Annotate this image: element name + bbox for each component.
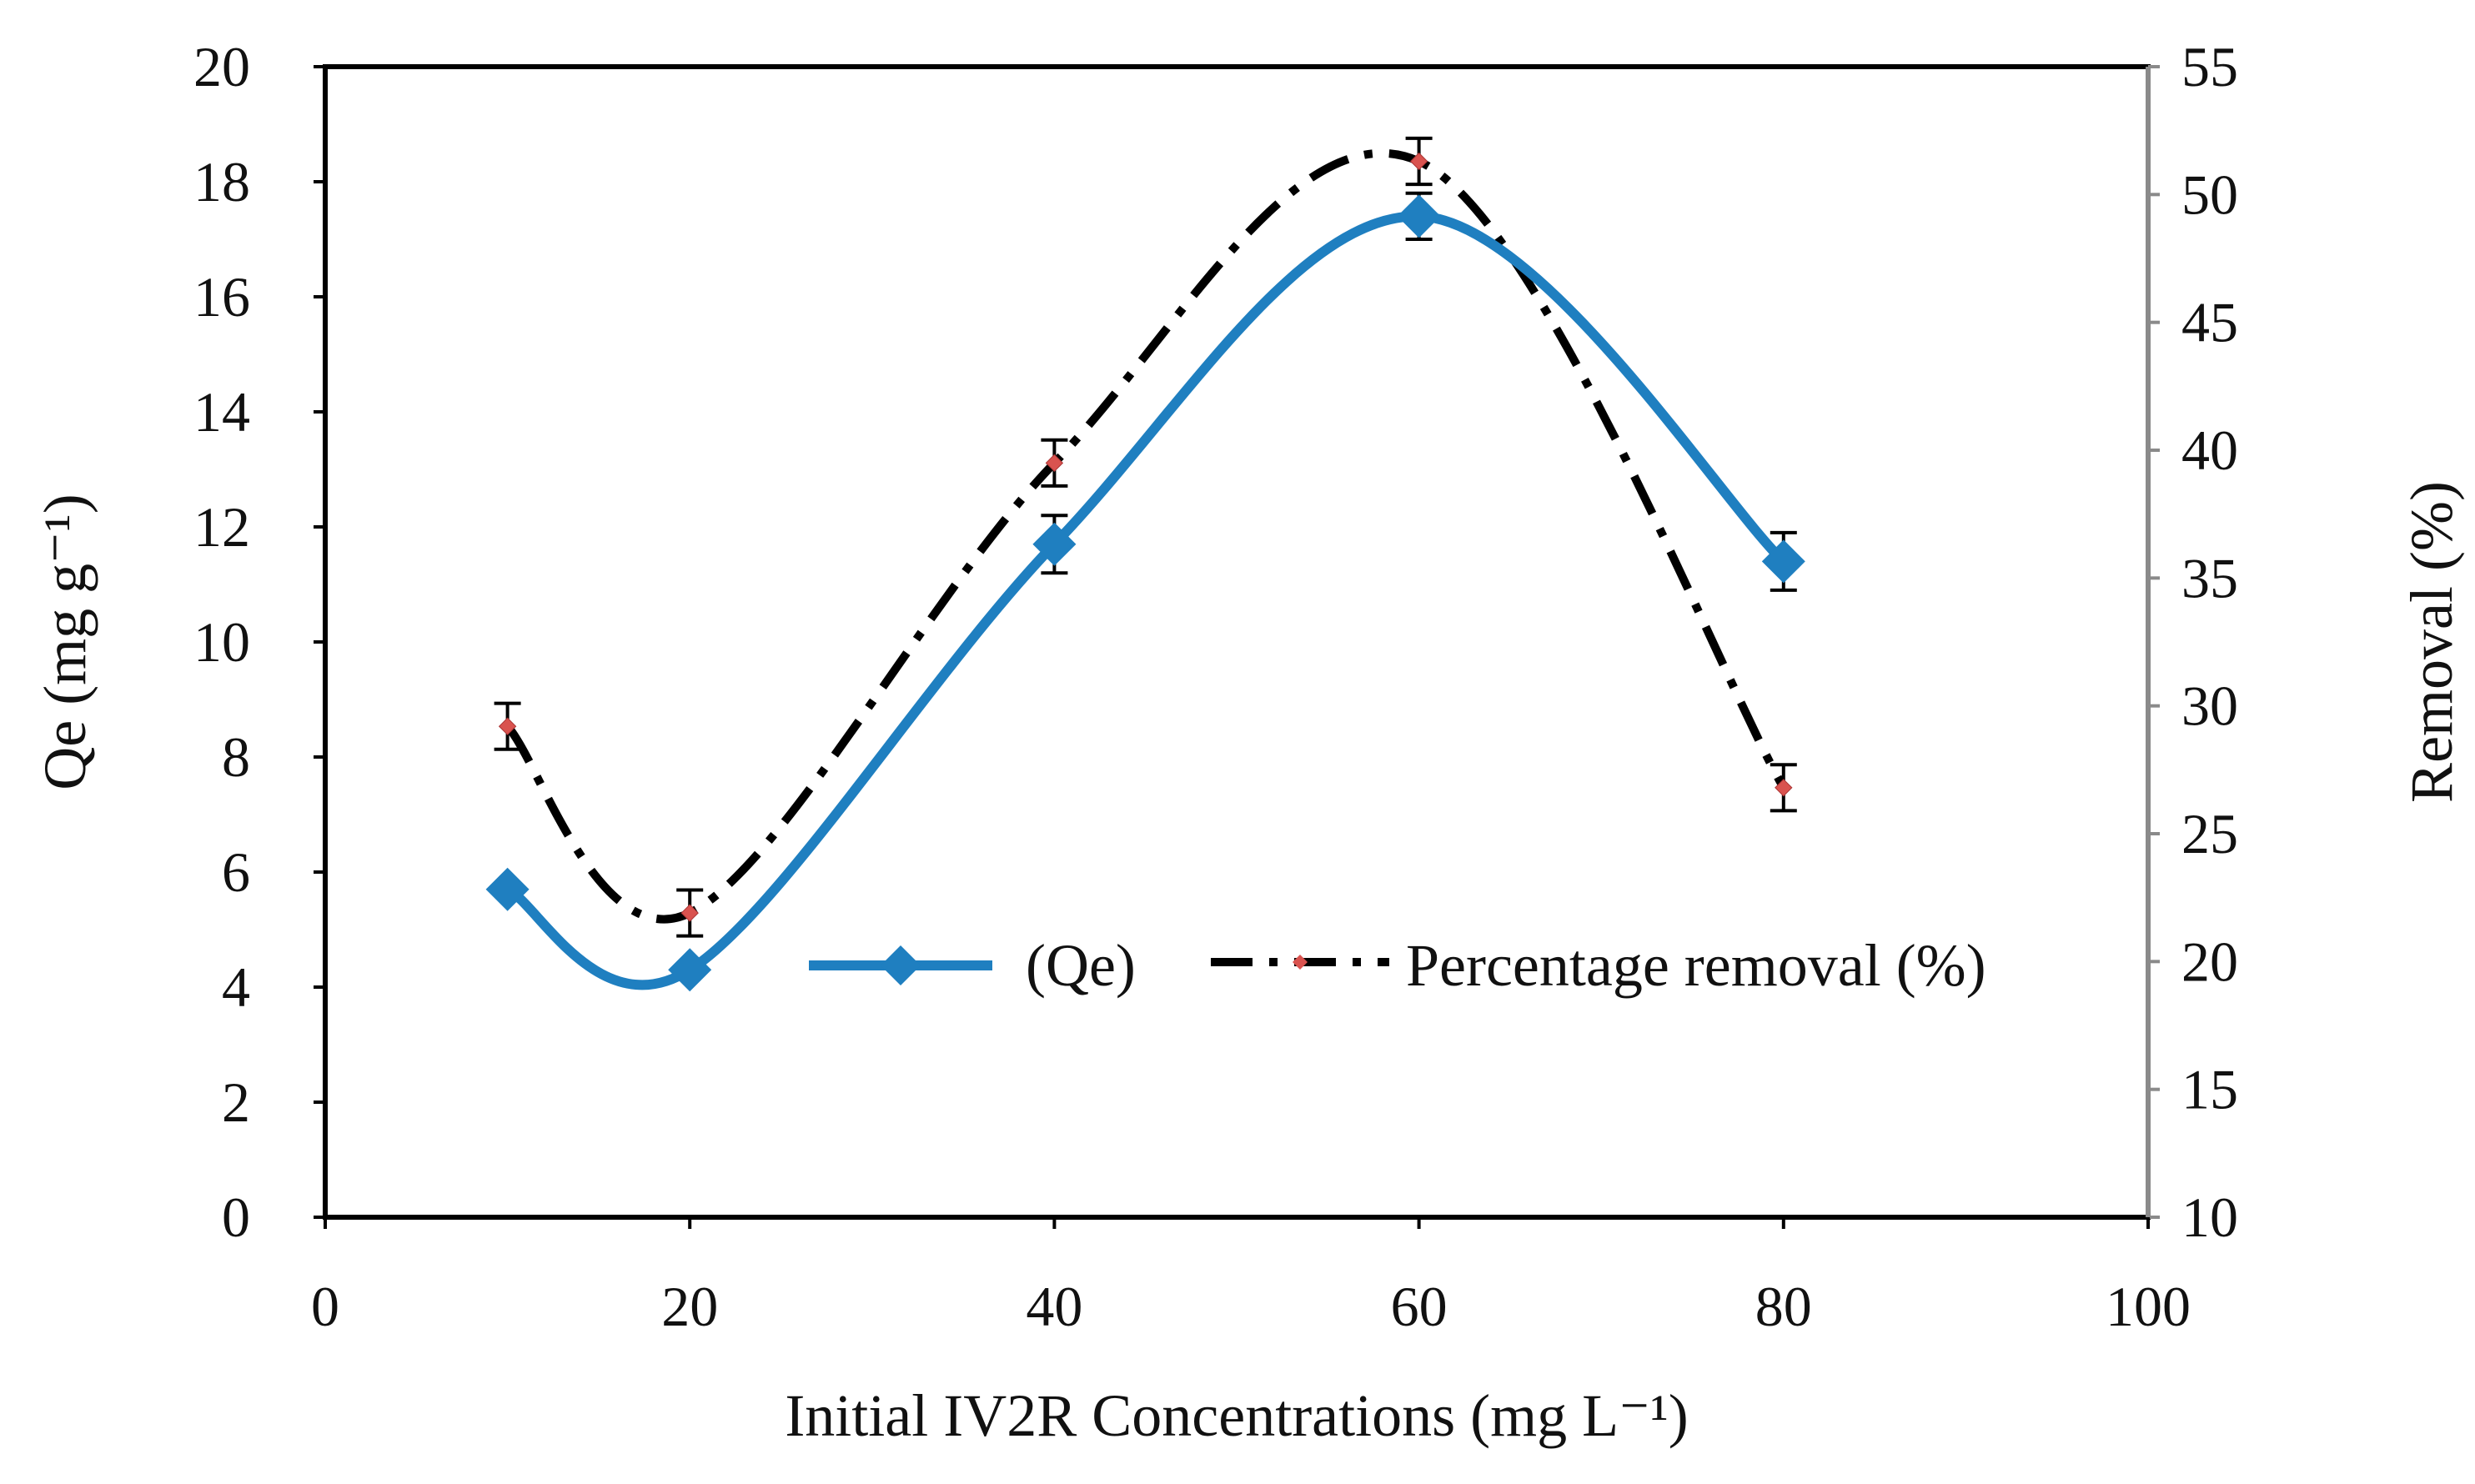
plot-area xyxy=(323,64,2151,1220)
removal-point xyxy=(1775,779,1793,797)
y-tick-label: 16 xyxy=(193,265,250,328)
y2-tick-label: 50 xyxy=(2181,163,2238,226)
y2-tick-label: 35 xyxy=(2181,546,2238,609)
y2-axis-title: Removal (%) xyxy=(2398,481,2465,803)
qe-point xyxy=(485,867,530,911)
legend-qe-label: (Qe) xyxy=(1026,932,1136,999)
y-tick-label: 14 xyxy=(193,380,250,444)
legend: (Qe) Percentage removal (%) xyxy=(809,932,1986,999)
qe-point xyxy=(1761,539,1805,584)
y2-tick-label: 15 xyxy=(2181,1058,2238,1121)
y-tick-label: 8 xyxy=(222,725,250,789)
y2-tick-label: 30 xyxy=(2181,674,2238,738)
x-tick-label: 40 xyxy=(1026,1275,1082,1338)
qe-point xyxy=(1032,522,1077,566)
x-tick-label: 80 xyxy=(1755,1275,1812,1338)
y2-tick-label: 25 xyxy=(2181,802,2238,865)
x-axis-ticks: 0 20 40 60 80 100 xyxy=(311,1217,2191,1338)
y-tick-label: 12 xyxy=(193,495,250,559)
legend-qe-marker xyxy=(881,945,921,985)
y-tick-label: 18 xyxy=(193,150,250,213)
y-tick-label: 4 xyxy=(222,955,250,1019)
series-layer xyxy=(485,136,1805,992)
x-tick-label: 60 xyxy=(1391,1275,1448,1338)
series-qe-line xyxy=(502,211,1789,990)
series-qe xyxy=(485,191,1805,992)
qe-point xyxy=(1397,194,1441,238)
y2-tick-label: 55 xyxy=(2181,35,2238,98)
x-tick-label: 20 xyxy=(661,1275,718,1338)
removal-point xyxy=(1045,454,1064,473)
removal-point xyxy=(680,904,699,922)
y-tick-label: 2 xyxy=(222,1070,250,1134)
y-axis-title: Qe (mg g⁻¹) xyxy=(32,494,98,790)
x-axis-title: Initial IV2R Concentrations (mg L⁻¹) xyxy=(785,1382,1688,1449)
x-tick-label: 100 xyxy=(2106,1275,2191,1338)
y2-tick-label: 40 xyxy=(2181,419,2238,482)
y2-tick-label: 45 xyxy=(2181,291,2238,354)
removal-point xyxy=(498,717,517,735)
removal-point xyxy=(1409,152,1428,171)
y2-tick-label: 10 xyxy=(2181,1186,2238,1249)
legend-removal-label: Percentage removal (%) xyxy=(1406,932,1986,999)
legend-removal-marker xyxy=(1293,955,1308,970)
y-tick-label: 0 xyxy=(222,1186,250,1249)
y-tick-label: 6 xyxy=(222,840,250,904)
qe-point xyxy=(668,948,712,992)
y2-axis-ticks: 10 15 20 25 30 35 40 45 50 55 xyxy=(2148,35,2238,1249)
x-tick-label: 0 xyxy=(311,1275,339,1338)
y-tick-label: 10 xyxy=(193,610,250,674)
y-axis-ticks: 0 2 4 6 8 10 12 14 16 18 20 xyxy=(193,35,325,1249)
series-removal xyxy=(494,136,1797,938)
y-tick-label: 20 xyxy=(193,35,250,98)
series-removal-line xyxy=(504,148,1788,924)
y2-tick-label: 20 xyxy=(2181,930,2238,993)
